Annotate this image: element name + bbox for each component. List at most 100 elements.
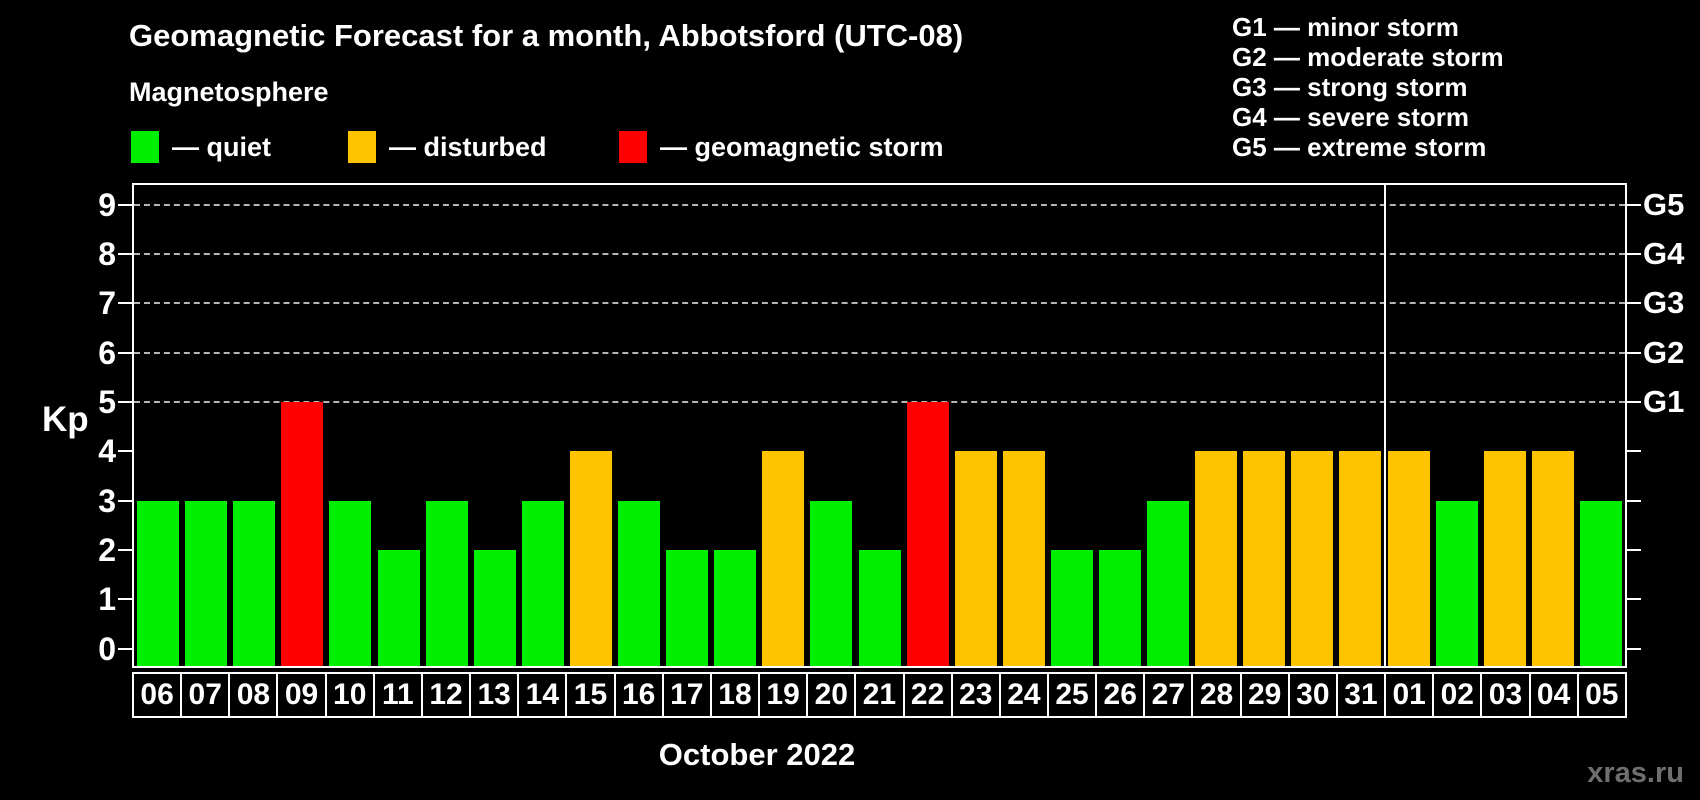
kp-bar-20 — [810, 500, 853, 666]
x-tick-label: 08 — [228, 672, 279, 718]
x-tick-label: 28 — [1191, 672, 1242, 718]
y-axis-title: Kp — [42, 400, 89, 439]
y-tick-label: 2 — [98, 532, 116, 569]
kp-bar-14 — [521, 500, 564, 666]
gridline — [134, 302, 1625, 305]
g-scale-legend-line: G2 — moderate storm — [1232, 42, 1504, 72]
kp-bar-08 — [233, 500, 276, 666]
legend-item-label: — disturbed — [389, 131, 547, 162]
legend-swatch-disturbed — [348, 131, 376, 163]
y-tick-mark — [118, 598, 132, 601]
right-tick-mark — [1627, 598, 1641, 601]
month-divider-line — [1383, 185, 1386, 666]
gridline — [134, 401, 1625, 404]
kp-bar-13 — [473, 550, 516, 666]
y-tick-label: 7 — [98, 285, 116, 322]
legend-swatch-storm — [619, 131, 647, 163]
g-level-label: G2 — [1643, 334, 1685, 370]
x-tick-label: 21 — [854, 672, 905, 718]
kp-bar-06 — [137, 500, 180, 666]
kp-bar-05 — [1579, 500, 1622, 666]
x-tick-label: 01 — [1384, 672, 1435, 718]
plot-area — [118, 183, 1641, 668]
g-level-label: G1 — [1643, 384, 1685, 420]
y-tick-mark — [118, 647, 132, 650]
kp-bar-24 — [1002, 451, 1045, 666]
chart-title: Geomagnetic Forecast for a month, Abbots… — [129, 18, 964, 53]
kp-bar-16 — [618, 500, 661, 666]
right-tick-mark — [1627, 450, 1641, 453]
x-tick-label: 09 — [276, 672, 327, 718]
kp-bar-03 — [1483, 451, 1526, 666]
x-tick-label: 17 — [661, 672, 712, 718]
x-tick-label: 20 — [806, 672, 857, 718]
right-tick-mark — [1627, 401, 1641, 404]
y-tick-label: 0 — [98, 630, 116, 667]
x-tick-label: 23 — [950, 672, 1001, 718]
x-tick-label: 13 — [469, 672, 520, 718]
x-axis-title: October 2022 — [658, 737, 856, 772]
kp-bar-31 — [1339, 451, 1382, 666]
x-tick-label: 22 — [902, 672, 953, 718]
kp-bar-04 — [1531, 451, 1574, 666]
g-scale-legend-line: G4 — severe storm — [1232, 102, 1470, 132]
x-tick-label: 26 — [1095, 672, 1146, 718]
legend-item-storm: — geomagnetic storm — [619, 130, 944, 164]
y-tick-mark — [118, 401, 132, 404]
kp-bar-01 — [1387, 451, 1430, 666]
y-tick-label: 4 — [98, 433, 116, 470]
gridline — [134, 351, 1625, 354]
kp-bar-02 — [1435, 500, 1478, 666]
kp-bar-25 — [1050, 550, 1093, 666]
x-tick-label: 02 — [1432, 672, 1483, 718]
right-tick-mark — [1627, 351, 1641, 354]
legend-swatch-quiet — [131, 131, 159, 163]
kp-bar-27 — [1147, 500, 1190, 666]
g-level-label: G4 — [1643, 236, 1685, 272]
x-axis-date-labels: 06 07 08 09 10 11 12 13 14 15 16 17 18 19 20 21 22 23 24 25… — [132, 672, 1627, 718]
x-tick-label: 15 — [565, 672, 616, 718]
y-tick-label: 8 — [98, 236, 116, 273]
y-tick-mark — [118, 549, 132, 552]
x-tick-label: 05 — [1576, 672, 1627, 718]
kp-bar-17 — [666, 550, 709, 666]
y-tick-mark — [118, 302, 132, 305]
magnetosphere-legend-title: Magnetosphere — [129, 77, 329, 107]
y-tick-mark — [118, 253, 132, 256]
x-tick-label: 10 — [324, 672, 375, 718]
legend-item-disturbed: — disturbed — [348, 130, 547, 164]
right-tick-mark — [1627, 253, 1641, 256]
kp-bar-11 — [377, 550, 420, 666]
x-tick-label: 19 — [758, 672, 809, 718]
g-scale-legend-line: G5 — extreme storm — [1232, 132, 1487, 162]
kp-bar-23 — [954, 451, 997, 666]
x-tick-label: 12 — [420, 672, 472, 718]
y-tick-label: 1 — [98, 581, 116, 618]
x-tick-label: 18 — [709, 672, 761, 718]
x-tick-label: 11 — [372, 672, 423, 718]
x-tick-label: 31 — [1335, 672, 1387, 718]
kp-bar-10 — [329, 500, 372, 666]
y-tick-label: 3 — [98, 482, 116, 519]
g-level-label: G3 — [1643, 285, 1685, 321]
right-tick-mark — [1627, 499, 1641, 502]
x-tick-label: 04 — [1528, 672, 1579, 718]
legend-item-label: — quiet — [172, 131, 271, 162]
g-level-label: G5 — [1643, 186, 1685, 222]
kp-bar-12 — [425, 500, 468, 666]
y-tick-label: 9 — [98, 186, 116, 223]
x-tick-label: 24 — [998, 672, 1049, 718]
kp-bar-30 — [1291, 451, 1334, 666]
y-tick-label: 6 — [98, 334, 116, 371]
watermark: xras.ru — [1587, 757, 1684, 789]
right-tick-mark — [1627, 549, 1641, 552]
kp-bar-21 — [858, 550, 901, 666]
x-tick-label: 07 — [180, 672, 231, 718]
x-tick-label: 30 — [1287, 672, 1338, 718]
kp-bar-28 — [1195, 451, 1238, 666]
g-scale-legend: G1 — minor storm G2 — moderate storm G3 — … — [1232, 12, 1504, 162]
kp-bar-19 — [762, 451, 805, 666]
legend-item-quiet: — quiet — [131, 130, 271, 164]
x-tick-label: 29 — [1239, 672, 1290, 718]
